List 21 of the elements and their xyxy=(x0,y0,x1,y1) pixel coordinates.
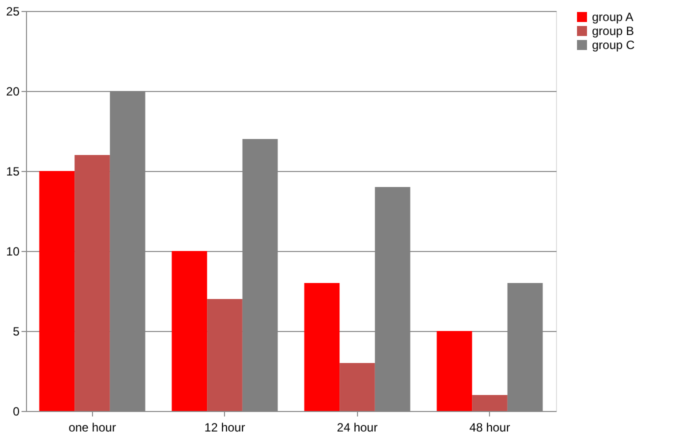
bar xyxy=(74,155,110,411)
y-tick-label: 10 xyxy=(6,244,20,258)
bar xyxy=(436,331,472,411)
bar xyxy=(207,299,242,411)
x-tick-label: 24 hour xyxy=(336,420,378,434)
x-tick-label: 48 hour xyxy=(469,420,510,434)
y-tick-label: 15 xyxy=(6,164,20,178)
x-tick-label: one hour xyxy=(68,420,116,434)
bar xyxy=(472,395,508,411)
bar xyxy=(304,283,340,411)
y-tick-label: 25 xyxy=(6,4,20,18)
y-tick-label: 5 xyxy=(12,324,20,338)
y-tick-label: 0 xyxy=(12,404,20,418)
x-tick-label: 12 hour xyxy=(204,420,246,434)
bar xyxy=(340,363,375,411)
bar xyxy=(39,171,75,411)
bar xyxy=(172,251,208,411)
legend-label: group B xyxy=(592,24,634,38)
y-tick-label: 20 xyxy=(6,84,20,98)
legend-label: group C xyxy=(592,38,636,52)
legend-label: group A xyxy=(592,10,634,24)
